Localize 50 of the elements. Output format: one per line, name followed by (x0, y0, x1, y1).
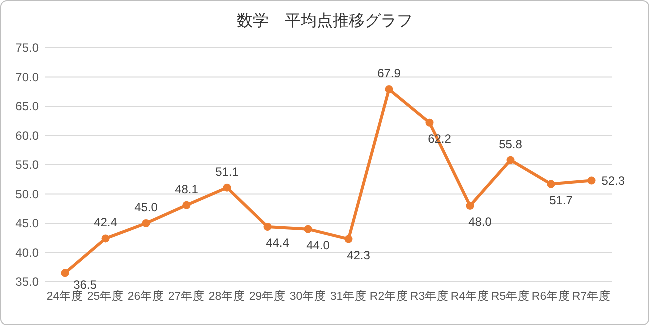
point (61, 269, 70, 278)
x-tick-label: R4年度 (450, 289, 490, 303)
point (264, 223, 272, 232)
x-tick-label: 25年度 (87, 289, 124, 303)
x-tick-label: 24年度 (46, 289, 84, 303)
x-tick-label: 26年度 (128, 289, 165, 303)
data-label: 67.9 (378, 66, 402, 81)
y-tick-label: 45.0 (16, 216, 40, 230)
point (304, 225, 312, 234)
point (344, 235, 353, 244)
data-label: 42.4 (94, 216, 118, 230)
x-tick-label: R2年度 (370, 289, 409, 303)
x-tick-label: R3年度 (410, 289, 450, 303)
data-label: 51.1 (216, 164, 240, 179)
data-label: 55.8 (499, 137, 523, 152)
point (426, 118, 434, 127)
point (182, 201, 191, 210)
point (506, 156, 515, 164)
point (102, 234, 110, 243)
x-tick-label: 30年度 (290, 289, 327, 303)
x-tick-label: R6年度 (532, 289, 571, 303)
x-tick-label: R5年度 (491, 289, 530, 303)
point (588, 176, 596, 185)
data-label: 44.4 (266, 236, 290, 250)
x-tick-label: 27年度 (168, 289, 206, 303)
point (223, 184, 232, 192)
chart-title: 数学 平均点推移グラフ (237, 12, 413, 30)
y-tick-label: 50.0 (16, 187, 40, 202)
y-tick-label: 70.0 (16, 70, 40, 84)
data-label: 48.1 (175, 182, 199, 196)
y-tick-label: 75.0 (16, 41, 40, 55)
x-tick-label: 31年度 (330, 289, 368, 303)
y-tick-label: 40.0 (16, 246, 40, 260)
point (547, 180, 556, 188)
y-tick-label: 55.0 (16, 158, 40, 172)
data-label: 52.3 (602, 174, 626, 188)
x-tick-label: 29年度 (249, 289, 286, 303)
x-tick-label: 28年度 (208, 289, 246, 303)
point (142, 220, 150, 228)
y-tick-label: 60.0 (16, 128, 40, 143)
data-label: 44.0 (306, 238, 330, 252)
x-tick-label: R7年度 (572, 289, 612, 303)
point (466, 202, 474, 210)
y-tick-label: 35.0 (16, 275, 40, 289)
data-label: 51.7 (550, 193, 574, 208)
data-label: 45.0 (134, 200, 158, 214)
data-label: 42.3 (347, 248, 371, 262)
point (385, 86, 394, 94)
y-tick-label: 65.0 (16, 100, 40, 114)
data-label: 48.0 (468, 214, 492, 229)
